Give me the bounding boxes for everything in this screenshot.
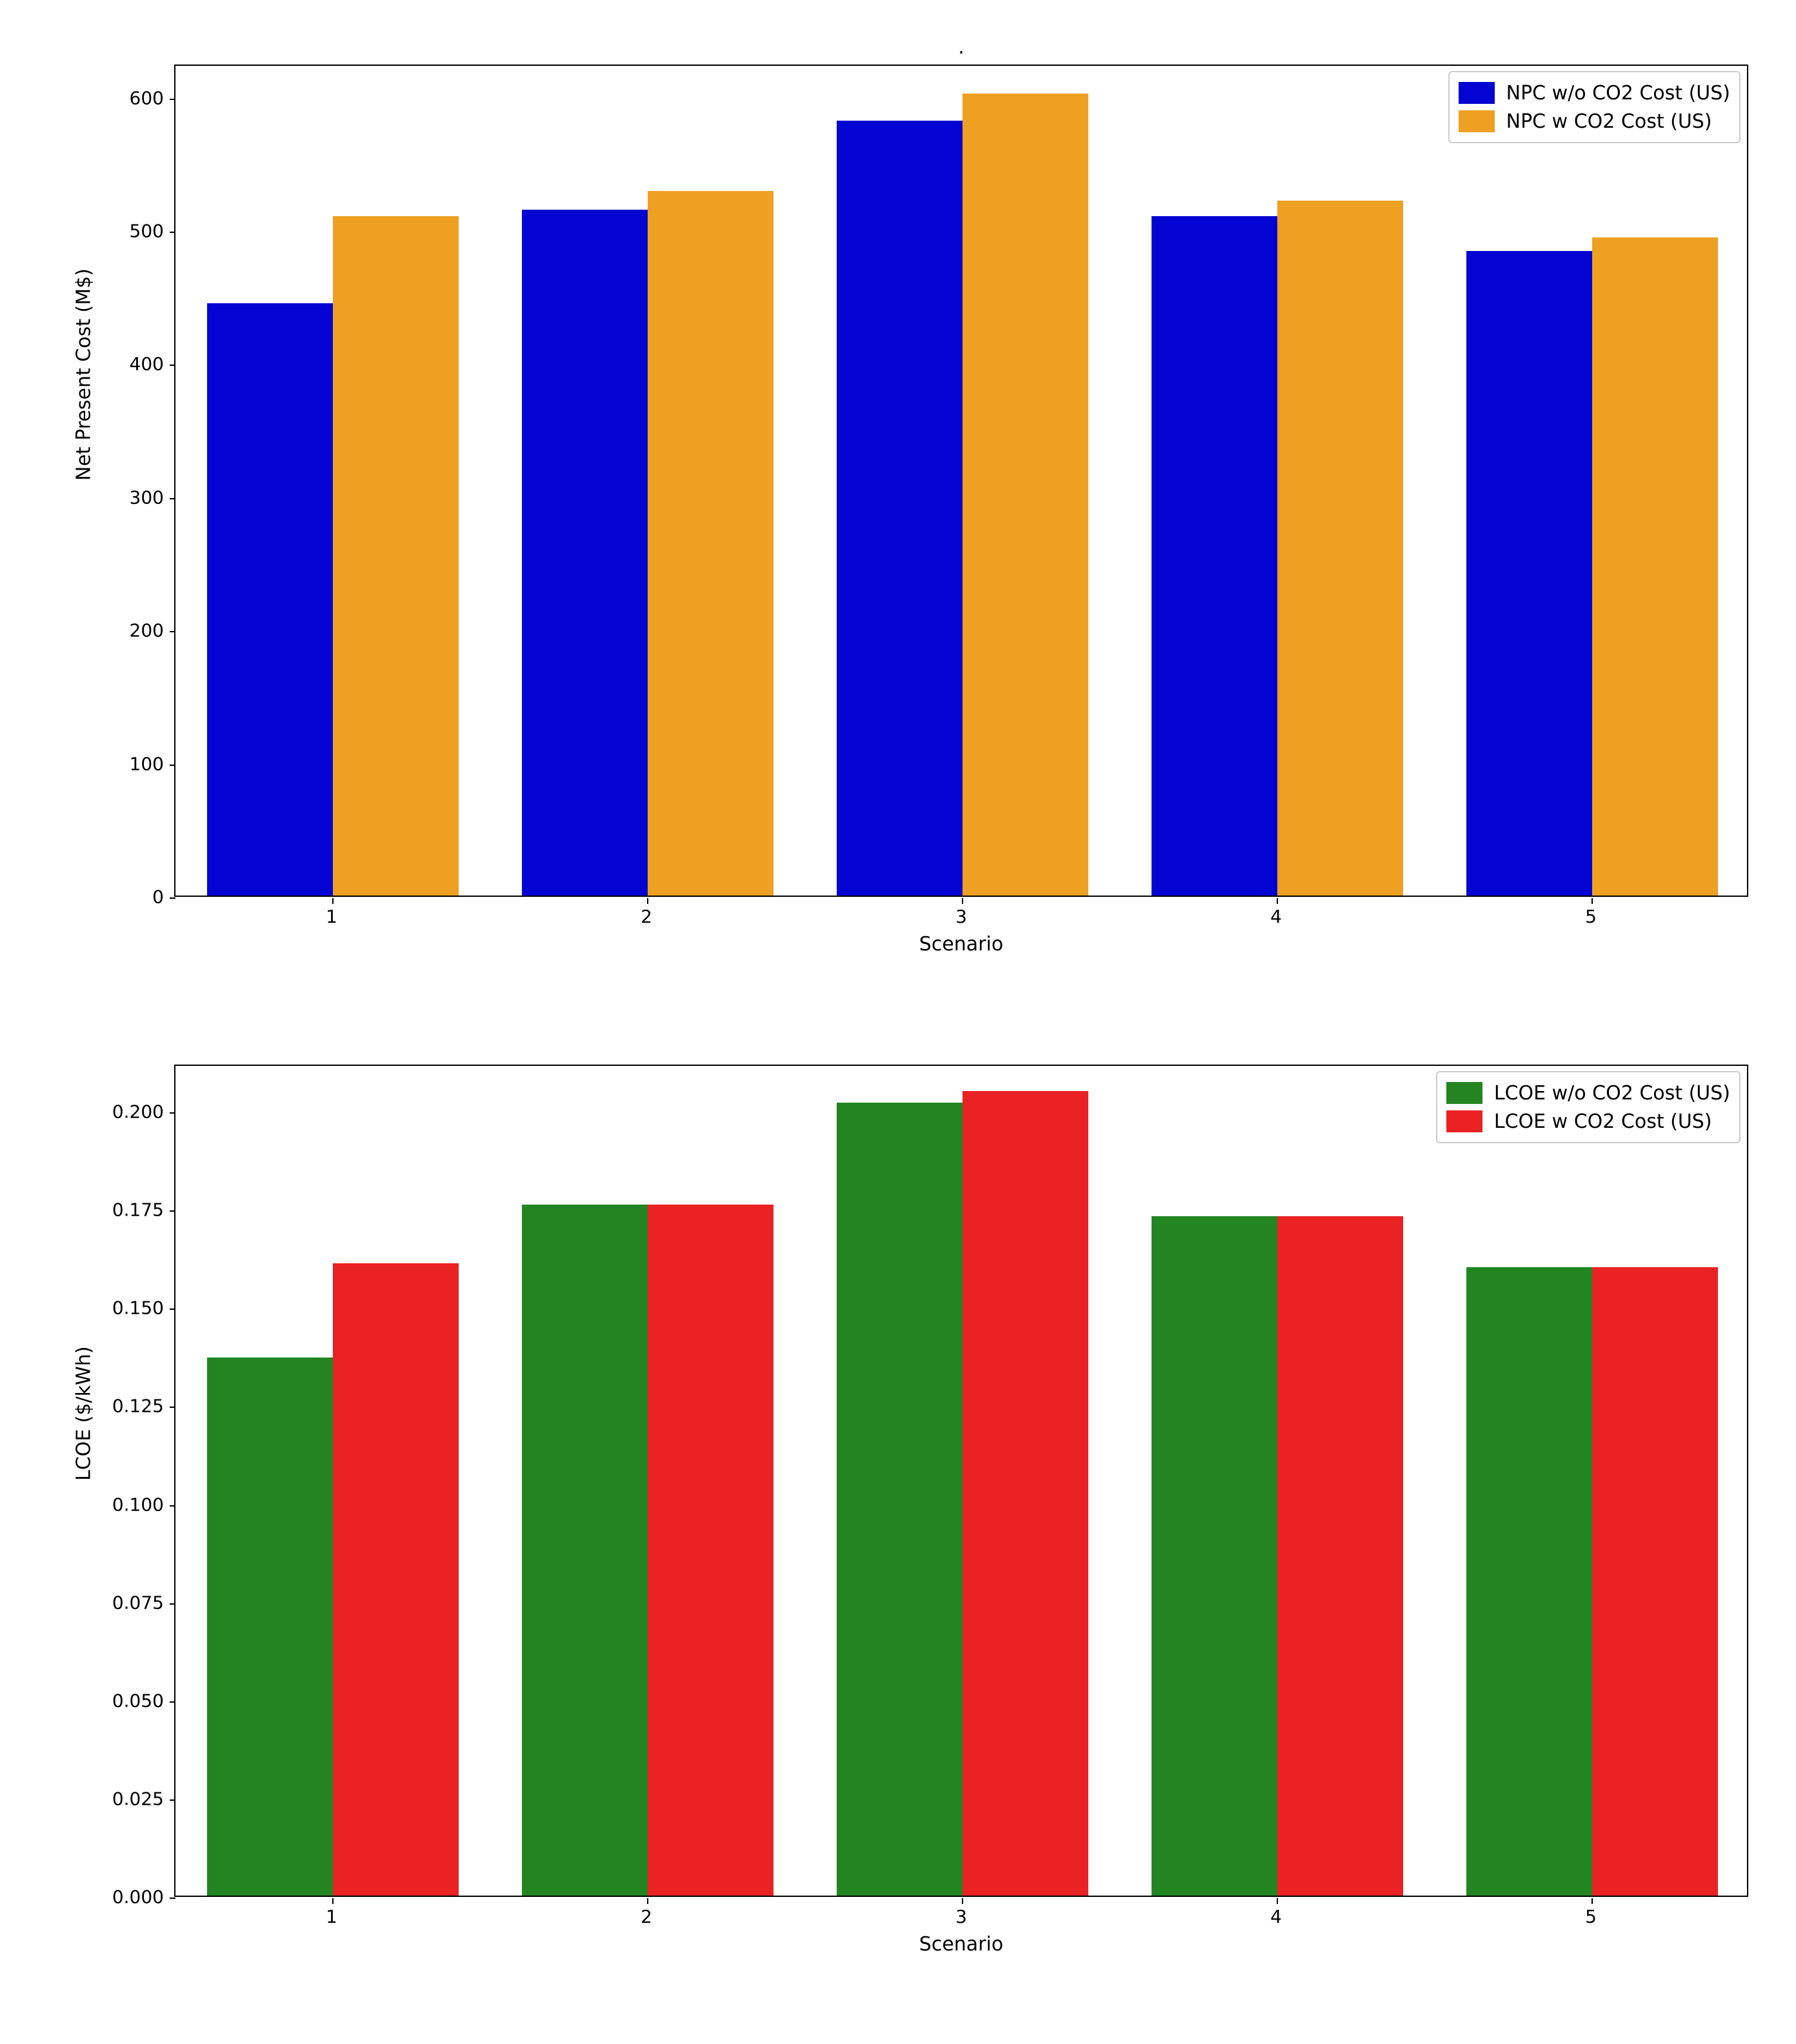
x-tick-label: 3: [955, 906, 967, 927]
plot-area: NPC w/o CO2 Cost (US) NPC w CO2 Cost (US): [174, 65, 1748, 897]
bar-lcoe_w-cat3: [963, 1091, 1088, 1896]
x-tick: [962, 1898, 963, 1904]
legend-label: NPC w/o CO2 Cost (US): [1506, 82, 1730, 105]
x-tick-label: 5: [1585, 1906, 1597, 1927]
legend-swatch: [1459, 110, 1495, 132]
bar-lcoe_w-cat1: [333, 1263, 459, 1896]
legend-label: LCOE w CO2 Cost (US): [1494, 1110, 1712, 1133]
legend-item: LCOE w CO2 Cost (US): [1446, 1107, 1730, 1136]
x-tick: [647, 898, 648, 904]
legend-swatch: [1446, 1110, 1482, 1132]
legend-item: NPC w CO2 Cost (US): [1459, 107, 1730, 135]
bar-npc_wo-cat2: [522, 210, 648, 896]
y-tick: [170, 365, 175, 366]
legend-label: NPC w CO2 Cost (US): [1506, 110, 1712, 133]
bar-lcoe_wo-cat1: [207, 1358, 333, 1896]
legend-swatch: [1446, 1082, 1482, 1104]
y-tick: [170, 1701, 175, 1703]
y-tick: [170, 1603, 175, 1605]
bar-npc_w-cat2: [648, 191, 773, 896]
y-tick: [170, 498, 175, 499]
y-tick-label: 0.200: [112, 1101, 164, 1123]
y-tick: [170, 1308, 175, 1310]
legend: NPC w/o CO2 Cost (US) NPC w CO2 Cost (US): [1448, 71, 1741, 143]
y-tick: [170, 631, 175, 632]
y-tick-label: 200: [130, 620, 164, 641]
x-tick: [647, 1898, 648, 1904]
bar-npc_wo-cat5: [1466, 251, 1592, 896]
y-axis-label: LCOE ($/kWh): [73, 1347, 95, 1481]
x-tick: [1591, 1898, 1593, 1904]
bar-lcoe_wo-cat3: [837, 1103, 963, 1896]
y-tick-label: 0.075: [112, 1592, 164, 1613]
y-tick-label: 0: [152, 887, 164, 908]
x-tick: [332, 1898, 334, 1904]
x-axis-label: Scenario: [919, 1933, 1003, 1956]
y-tick-label: 300: [130, 486, 164, 508]
y-tick-label: 0.025: [112, 1788, 164, 1809]
y-tick-label: 0.050: [112, 1690, 164, 1711]
chart-panel-npc: NPC w/o CO2 Cost (US) NPC w CO2 Cost (US)…: [155, 45, 1768, 968]
y-tick-label: 0.000: [112, 1887, 164, 1908]
chart-figure: NPC w/o CO2 Cost (US) NPC w CO2 Cost (US)…: [0, 0, 1796, 2044]
bar-lcoe_w-cat4: [1277, 1216, 1403, 1896]
y-axis-label: Net Present Cost (M$): [73, 268, 95, 481]
bar-npc_wo-cat3: [837, 121, 963, 896]
x-tick: [1591, 898, 1593, 904]
legend-item: LCOE w/o CO2 Cost (US): [1446, 1079, 1730, 1107]
y-tick-label: 600: [130, 87, 164, 108]
y-tick: [170, 897, 175, 899]
x-tick: [962, 898, 963, 904]
y-tick: [170, 232, 175, 233]
bar-npc_w-cat4: [1277, 201, 1403, 896]
bar-lcoe_wo-cat2: [522, 1205, 648, 1896]
x-tick: [1277, 1898, 1278, 1904]
legend-swatch: [1459, 82, 1495, 104]
legend-item: NPC w/o CO2 Cost (US): [1459, 79, 1730, 107]
x-tick-label: 2: [641, 906, 652, 927]
y-tick-label: 0.175: [112, 1199, 164, 1221]
y-tick: [170, 1407, 175, 1408]
x-axis-label: Scenario: [919, 933, 1003, 956]
chart-panel-lcoe: LCOE w/o CO2 Cost (US) LCOE w CO2 Cost (U…: [155, 1045, 1768, 1968]
y-tick: [170, 765, 175, 766]
bar-npc_w-cat3: [963, 94, 1088, 896]
x-tick: [332, 898, 334, 904]
x-tick-label: 5: [1585, 906, 1597, 927]
y-tick-label: 0.100: [112, 1494, 164, 1515]
bar-npc_wo-cat4: [1152, 216, 1277, 896]
y-tick-label: 400: [130, 354, 164, 375]
y-tick: [170, 1898, 175, 1899]
bar-lcoe_wo-cat4: [1152, 1216, 1277, 1896]
y-tick: [170, 1799, 175, 1801]
bar-lcoe_w-cat2: [648, 1205, 773, 1896]
legend-label: LCOE w/o CO2 Cost (US): [1494, 1082, 1730, 1105]
y-tick: [170, 1210, 175, 1212]
bar-lcoe_w-cat5: [1592, 1267, 1718, 1896]
x-tick-label: 1: [326, 906, 337, 927]
y-tick-label: 0.150: [112, 1298, 164, 1319]
legend: LCOE w/o CO2 Cost (US) LCOE w CO2 Cost (U…: [1436, 1071, 1741, 1143]
y-tick-label: 100: [130, 753, 164, 774]
chart-title-dot: .: [958, 36, 964, 59]
y-tick: [170, 99, 175, 100]
x-tick-label: 4: [1270, 906, 1282, 927]
bar-lcoe_wo-cat5: [1466, 1267, 1592, 1896]
y-tick-label: 0.125: [112, 1396, 164, 1417]
plot-area: LCOE w/o CO2 Cost (US) LCOE w CO2 Cost (U…: [174, 1065, 1748, 1897]
x-tick-label: 1: [326, 1906, 337, 1927]
x-tick: [1277, 898, 1278, 904]
x-tick-label: 2: [641, 1906, 652, 1927]
bar-npc_w-cat5: [1592, 237, 1718, 896]
y-tick: [170, 1505, 175, 1507]
y-tick: [170, 1112, 175, 1114]
x-tick-label: 4: [1270, 1906, 1282, 1927]
bar-npc_wo-cat1: [207, 303, 333, 896]
y-tick-label: 500: [130, 221, 164, 242]
x-tick-label: 3: [955, 1906, 967, 1927]
bar-npc_w-cat1: [333, 216, 459, 896]
